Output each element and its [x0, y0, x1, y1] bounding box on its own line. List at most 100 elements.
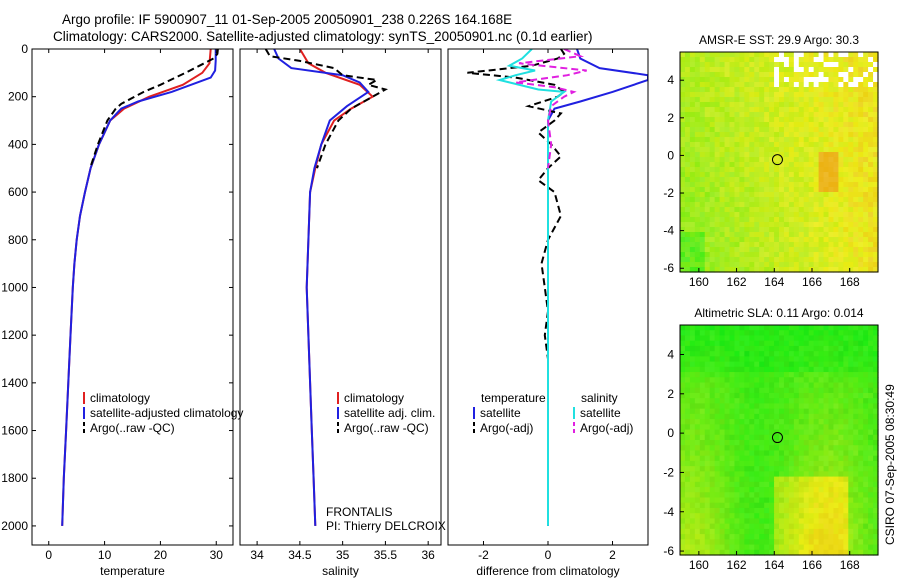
heatmap-cell [868, 497, 874, 504]
heatmap-cell [853, 127, 859, 133]
heatmap-cell [868, 257, 874, 263]
heatmap-cell [680, 57, 686, 63]
heatmap-cell [699, 177, 706, 183]
heatmap-cell [724, 460, 731, 467]
heatmap-cell [704, 351, 711, 357]
heatmap-cell [779, 142, 785, 148]
heatmap-cell [803, 539, 810, 546]
heatmap-cell [724, 102, 731, 108]
heatmap-cell [714, 518, 721, 525]
heatmap-cell [724, 481, 731, 488]
heatmap-cell [734, 217, 740, 223]
heatmap-cell [848, 262, 854, 268]
heatmap-cell [793, 172, 800, 178]
heatmap-cell [749, 67, 755, 73]
heatmap-cell [704, 408, 711, 415]
heatmap-cell [764, 455, 770, 462]
heatmap-cell [873, 92, 879, 98]
y-tick-label: 0 [667, 426, 674, 440]
heatmap-cell [808, 172, 815, 178]
heatmap-cell [779, 227, 785, 233]
heatmap-cell [853, 440, 859, 446]
y-tick-label: -6 [663, 544, 674, 558]
heatmap-cell [699, 147, 706, 153]
heatmap-cell [813, 192, 820, 198]
heatmap-cell [813, 267, 820, 273]
heatmap-cell [873, 67, 879, 73]
heatmap-cell [823, 392, 830, 399]
heatmap-cell [709, 167, 716, 173]
heatmap-cell [764, 361, 770, 368]
heatmap-cell [754, 202, 760, 208]
heatmap-cell [843, 408, 849, 415]
heatmap-cell [749, 267, 755, 273]
heatmap-cell [724, 377, 731, 384]
heatmap-cell [769, 424, 775, 431]
heatmap-cell [818, 167, 825, 173]
heatmap-cell [709, 52, 716, 58]
heatmap-cell [858, 82, 864, 88]
heatmap-cell [833, 429, 839, 436]
heatmap-cell [863, 382, 869, 389]
heatmap-cell [709, 413, 716, 420]
heatmap-cell [783, 366, 790, 373]
heatmap-cell [873, 202, 879, 208]
heatmap-cell [709, 67, 716, 73]
heatmap-cell [754, 392, 760, 399]
heatmap-cell [684, 502, 691, 509]
heatmap-cell [803, 408, 810, 415]
heatmap-cell [764, 507, 770, 514]
heatmap-cell [714, 534, 721, 540]
heatmap-cell [848, 162, 854, 168]
heatmap-cell [759, 502, 765, 509]
heatmap-cell [754, 523, 760, 530]
heatmap-cell [843, 62, 849, 68]
heatmap-cell [823, 330, 830, 337]
heatmap-cell [868, 403, 874, 410]
heatmap-cell [813, 544, 820, 551]
heatmap-cell [699, 67, 706, 73]
heatmap-cell [823, 127, 830, 133]
heatmap-cell [709, 82, 716, 88]
heatmap-cell [744, 172, 750, 178]
heatmap-cell [848, 413, 854, 420]
heatmap-cell [788, 112, 795, 118]
heatmap-cell [838, 345, 844, 352]
heatmap-cell [838, 419, 844, 425]
heatmap-cell [774, 227, 780, 233]
heatmap-cell [749, 257, 755, 263]
heatmap-cell [719, 434, 726, 441]
heatmap-cell [793, 62, 800, 68]
heatmap-cell [808, 513, 815, 520]
heatmap-cell [808, 162, 815, 168]
heatmap-cell [680, 192, 686, 198]
heatmap-cell [774, 372, 780, 378]
heatmap-cell [868, 222, 874, 228]
heatmap-cell [689, 387, 696, 394]
heatmap-cell [833, 177, 839, 183]
heatmap-cell [689, 340, 696, 347]
heatmap-cell [764, 102, 770, 108]
heatmap-cell [754, 82, 760, 88]
heatmap-cell [788, 202, 795, 208]
heatmap-cell [749, 212, 755, 218]
heatmap-cell [848, 142, 854, 148]
heatmap-cell [680, 392, 686, 399]
heatmap-cell [739, 361, 745, 368]
heatmap-cell [749, 227, 755, 233]
heatmap-cell [823, 429, 830, 436]
heatmap-cell [853, 162, 859, 168]
heatmap-cell [783, 497, 790, 504]
heatmap-cell [813, 142, 820, 148]
heatmap-cell [838, 162, 844, 168]
heatmap-cell [783, 222, 790, 228]
heatmap-cell [704, 445, 711, 452]
heatmap-cell [868, 528, 874, 535]
heatmap-cell [813, 147, 820, 153]
heatmap-cell [694, 242, 701, 248]
heatmap-cell [764, 351, 770, 357]
heatmap-cell [680, 372, 686, 378]
heatmap-cell [813, 330, 820, 337]
heatmap-cell [808, 167, 815, 173]
heatmap-cell [823, 502, 830, 509]
